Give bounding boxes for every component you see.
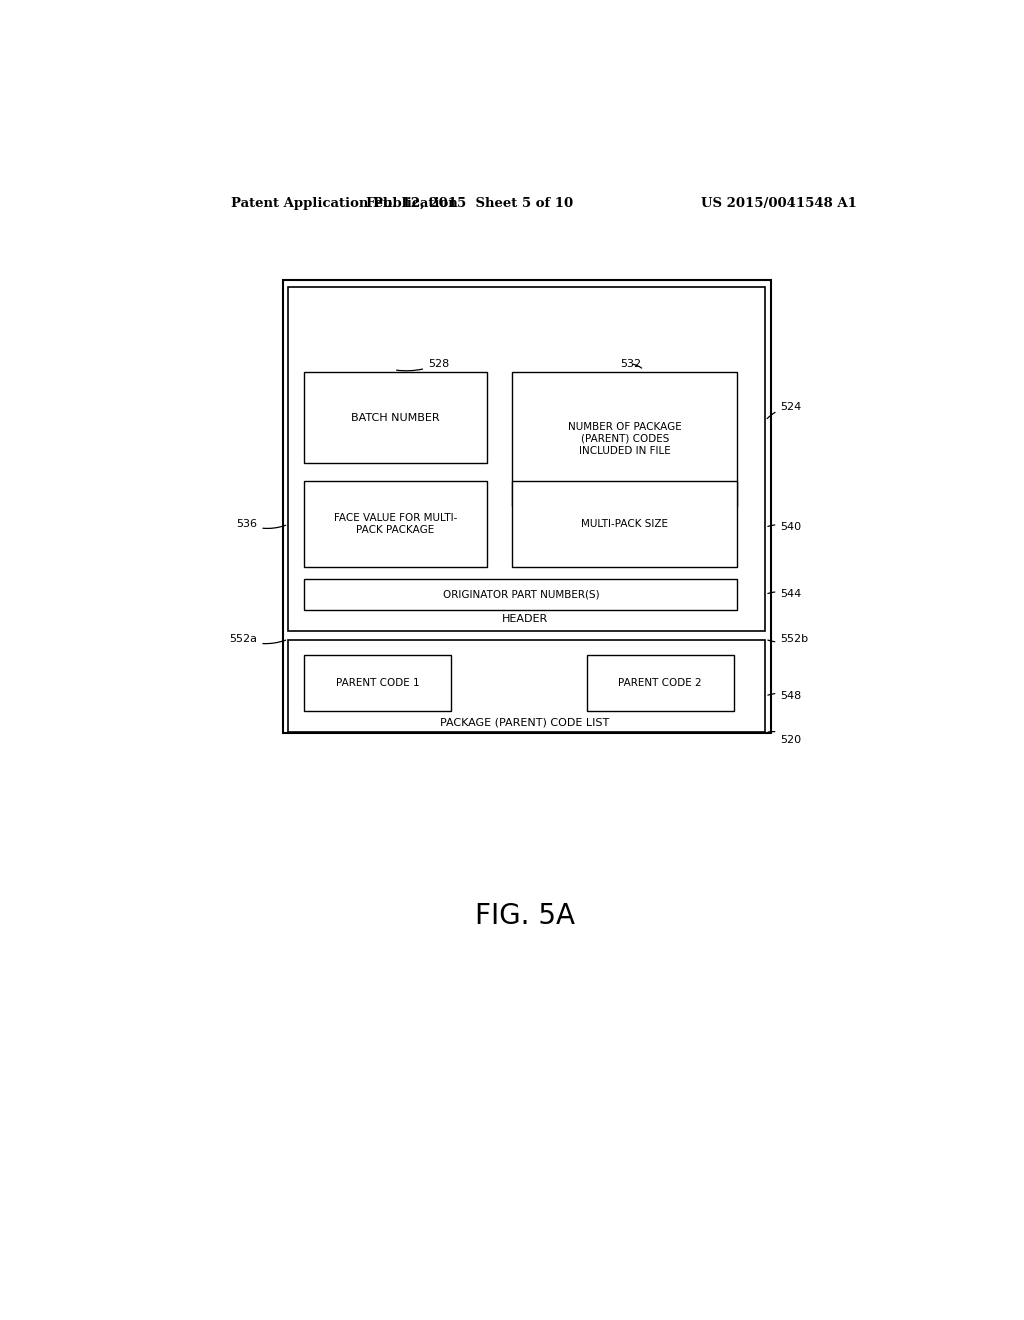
Text: Feb. 12, 2015  Sheet 5 of 10: Feb. 12, 2015 Sheet 5 of 10 <box>366 197 572 210</box>
Text: PARENT CODE 1: PARENT CODE 1 <box>336 678 420 688</box>
Text: ORIGINATOR PART NUMBER(S): ORIGINATOR PART NUMBER(S) <box>442 590 599 599</box>
Text: 552b: 552b <box>768 634 809 644</box>
Text: FIG. 5A: FIG. 5A <box>475 902 574 929</box>
Bar <box>304 372 486 463</box>
Bar <box>512 480 737 568</box>
Bar <box>304 480 486 568</box>
Text: 540: 540 <box>768 523 802 532</box>
Text: 548: 548 <box>768 692 802 701</box>
Text: NUMBER OF PACKAGE
(PARENT) CODES
INCLUDED IN FILE: NUMBER OF PACKAGE (PARENT) CODES INCLUDE… <box>568 422 682 455</box>
Text: 552a: 552a <box>229 634 286 644</box>
Text: 520: 520 <box>768 731 802 744</box>
Bar <box>289 288 765 631</box>
Bar <box>304 579 737 610</box>
Bar <box>587 656 733 711</box>
Bar <box>512 372 737 506</box>
Text: US 2015/0041548 A1: US 2015/0041548 A1 <box>700 197 857 210</box>
Text: 532: 532 <box>620 359 642 368</box>
Bar <box>283 280 771 733</box>
Text: HEADER: HEADER <box>502 614 548 624</box>
Text: MULTI-PACK SIZE: MULTI-PACK SIZE <box>582 519 669 529</box>
Text: 528: 528 <box>396 359 450 371</box>
Text: 524: 524 <box>767 403 802 418</box>
Bar <box>304 656 451 711</box>
Text: 536: 536 <box>237 519 286 529</box>
Text: FACE VALUE FOR MULTI-
PACK PACKAGE: FACE VALUE FOR MULTI- PACK PACKAGE <box>334 513 457 535</box>
Bar <box>289 640 765 731</box>
Text: PACKAGE (PARENT) CODE LIST: PACKAGE (PARENT) CODE LIST <box>440 718 609 727</box>
Text: 544: 544 <box>768 590 802 599</box>
Text: PARENT CODE 2: PARENT CODE 2 <box>618 678 701 688</box>
Text: Patent Application Publication: Patent Application Publication <box>231 197 458 210</box>
Text: BATCH NUMBER: BATCH NUMBER <box>351 413 439 422</box>
